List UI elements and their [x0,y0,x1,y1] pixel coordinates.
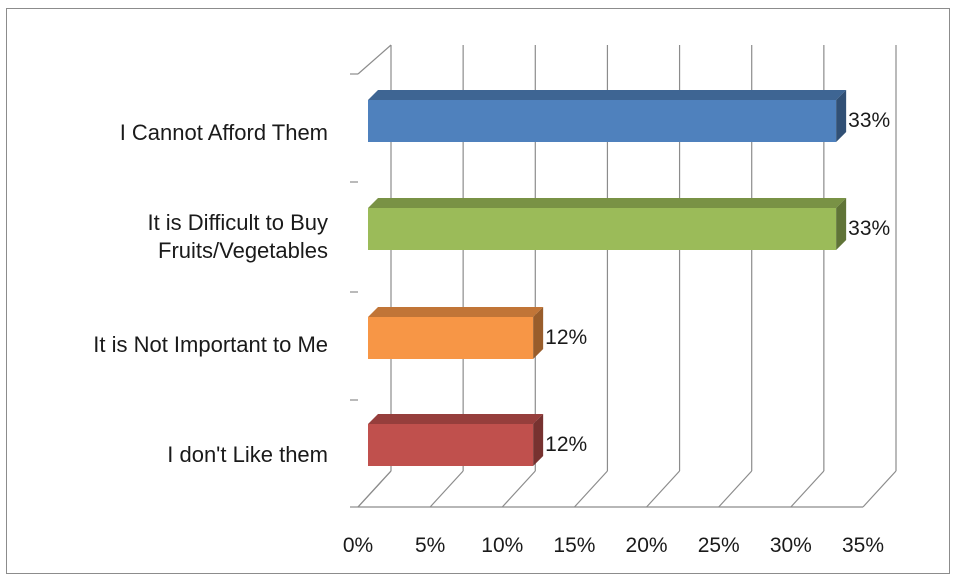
category-label: Fruits/Vegetables [158,238,328,263]
bar [368,424,534,466]
category-label: I don't Like them [167,442,328,467]
gridline-floor [429,470,464,508]
data-label: 33% [848,109,890,132]
category-label: It is Not Important to Me [93,332,328,357]
gridline-floor [790,470,825,508]
bar-side-face [533,307,544,359]
x-tick-label: 25% [698,534,740,557]
bar [368,100,837,142]
y-axis-top [357,44,392,75]
bar-side-face [836,198,847,250]
x-tick-label: 35% [842,534,884,557]
gridline-floor [501,470,536,508]
gridline-floor [718,470,753,508]
gridline-floor [573,470,608,508]
category-label: It is Difficult to Buy [147,210,328,235]
category-label: I Cannot Afford Them [120,120,328,145]
x-tick-label: 0% [343,534,373,557]
data-label: 33% [848,217,890,240]
bar-side-face [533,414,544,466]
data-label: 12% [545,433,587,456]
data-label: 12% [545,326,587,349]
gridline-floor [862,470,897,508]
axis-corner [357,470,392,508]
bar [368,317,534,359]
bar-side-face [836,90,847,142]
x-tick-label: 5% [415,534,445,557]
bar [368,208,837,250]
bar-top-face [368,307,544,317]
x-tick-label: 20% [626,534,668,557]
x-tick-label: 15% [553,534,595,557]
x-tick-label: 10% [481,534,523,557]
bar-top-face [368,198,847,208]
x-tick-label: 30% [770,534,812,557]
bar-top-face [368,90,847,100]
bar-top-face [368,414,544,424]
gridline-floor [646,470,681,508]
